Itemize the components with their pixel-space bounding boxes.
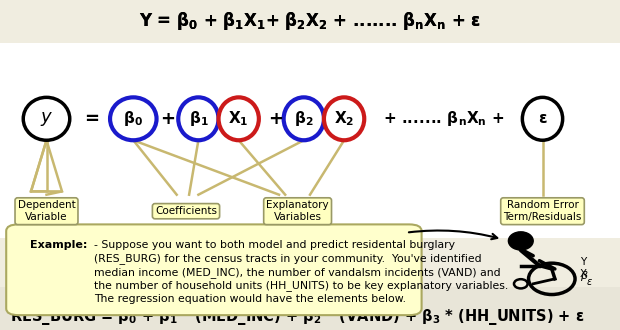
Ellipse shape (179, 97, 219, 140)
Ellipse shape (508, 232, 533, 250)
Text: $\mathbf{X_1}$: $\mathbf{X_1}$ (228, 110, 249, 128)
Text: Random Error
Term/Residuals: Random Error Term/Residuals (503, 200, 582, 222)
Text: + ....... $\mathbf{\beta_n}$$\mathbf{X_n}$ +: + ....... $\mathbf{\beta_n}$$\mathbf{X_n… (383, 109, 504, 128)
Ellipse shape (110, 97, 156, 140)
Text: $\mathbf{\beta_1}$: $\mathbf{\beta_1}$ (188, 109, 208, 128)
Text: =: = (84, 110, 99, 128)
Text: Y
X: Y X (580, 257, 587, 279)
Text: +: + (268, 110, 283, 128)
Text: RES_BURG = $\mathbf{\beta_0}$ + $\mathbf{\beta_1}$ * (MED_INC) + $\mathbf{\beta_: RES_BURG = $\mathbf{\beta_0}$ + $\mathbf… (11, 308, 585, 327)
Text: Dependent
Variable: Dependent Variable (17, 200, 76, 222)
Text: Explanatory
Variables: Explanatory Variables (266, 200, 329, 222)
Text: $\mathbf{X_2}$: $\mathbf{X_2}$ (334, 110, 354, 128)
Text: $\mathbf{\varepsilon}$: $\mathbf{\varepsilon}$ (538, 111, 547, 126)
Text: Y = $\mathbf{\beta_0}$ + $\mathbf{\beta_1}$$\mathbf{X_1}$+ $\mathbf{\beta_2}$$\m: Y = $\mathbf{\beta_0}$ + $\mathbf{\beta_… (139, 11, 481, 32)
Ellipse shape (219, 97, 259, 140)
Text: Coefficients: Coefficients (155, 206, 217, 216)
Bar (0, 43, 620, 238)
Ellipse shape (324, 97, 365, 140)
Bar (0, 287, 620, 330)
Bar (0, 0, 620, 43)
Ellipse shape (24, 97, 69, 140)
Text: - Suppose you want to both model and predict residental burglary
(RES_BURG) for : - Suppose you want to both model and pre… (94, 240, 508, 304)
Text: Example:: Example: (30, 240, 87, 250)
Text: $\mathbf{\beta_2}$: $\mathbf{\beta_2}$ (294, 109, 314, 128)
Text: $\beta$: $\beta$ (580, 269, 588, 283)
Text: Y = $\mathbf{\beta_0}$ + $\mathbf{\beta_1}$$\mathbf{X_1}$+ $\mathbf{\beta_2}$$\m: Y = $\mathbf{\beta_0}$ + $\mathbf{\beta_… (139, 11, 481, 32)
Bar (0, 238, 620, 330)
FancyBboxPatch shape (6, 224, 422, 315)
Text: $\mathbf{\beta_0}$: $\mathbf{\beta_0}$ (123, 109, 143, 128)
Text: $\varepsilon$: $\varepsilon$ (586, 277, 593, 286)
Ellipse shape (522, 97, 563, 140)
Ellipse shape (284, 97, 324, 140)
Text: $\mathit{y}$: $\mathit{y}$ (40, 110, 53, 128)
Text: +: + (160, 110, 175, 128)
